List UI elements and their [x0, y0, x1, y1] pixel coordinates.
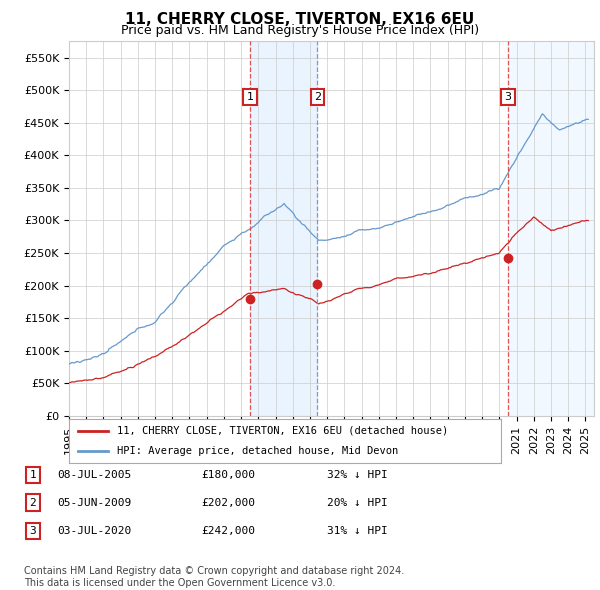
- Text: 2: 2: [314, 91, 321, 101]
- Text: 11, CHERRY CLOSE, TIVERTON, EX16 6EU: 11, CHERRY CLOSE, TIVERTON, EX16 6EU: [125, 12, 475, 27]
- Bar: [250, 41, 317, 416]
- Text: £180,000: £180,000: [201, 470, 255, 480]
- Text: £242,000: £242,000: [201, 526, 255, 536]
- Text: 20% ↓ HPI: 20% ↓ HPI: [327, 498, 388, 507]
- Text: 08-JUL-2005: 08-JUL-2005: [57, 470, 131, 480]
- Text: 2: 2: [29, 498, 37, 507]
- Text: 1: 1: [29, 470, 37, 480]
- Text: 03-JUL-2020: 03-JUL-2020: [57, 526, 131, 536]
- Text: 31% ↓ HPI: 31% ↓ HPI: [327, 526, 388, 536]
- Text: £202,000: £202,000: [201, 498, 255, 507]
- Text: Contains HM Land Registry data © Crown copyright and database right 2024.
This d: Contains HM Land Registry data © Crown c…: [24, 566, 404, 588]
- Text: 05-JUN-2009: 05-JUN-2009: [57, 498, 131, 507]
- Text: 3: 3: [505, 91, 511, 101]
- Text: HPI: Average price, detached house, Mid Devon: HPI: Average price, detached house, Mid …: [116, 446, 398, 456]
- Text: 3: 3: [29, 526, 37, 536]
- Text: Price paid vs. HM Land Registry's House Price Index (HPI): Price paid vs. HM Land Registry's House …: [121, 24, 479, 37]
- Bar: [508, 41, 594, 416]
- Text: 32% ↓ HPI: 32% ↓ HPI: [327, 470, 388, 480]
- Text: 11, CHERRY CLOSE, TIVERTON, EX16 6EU (detached house): 11, CHERRY CLOSE, TIVERTON, EX16 6EU (de…: [116, 426, 448, 436]
- Text: 1: 1: [247, 91, 254, 101]
